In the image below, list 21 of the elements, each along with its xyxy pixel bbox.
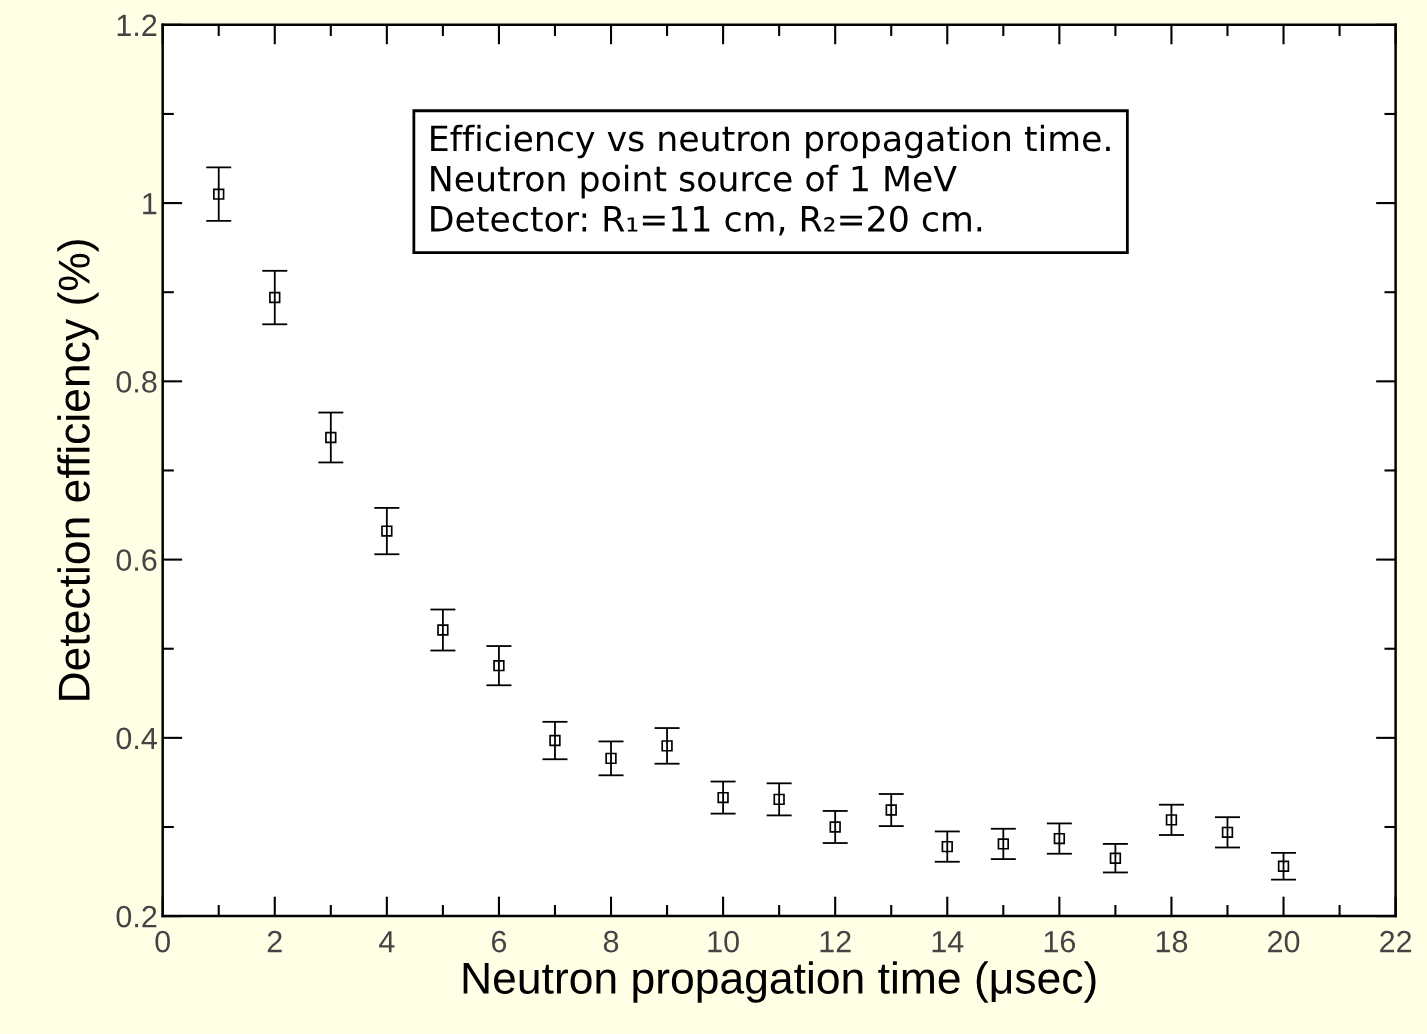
x-tick-label: 16: [1044, 930, 1076, 953]
x-tick-label: 18: [1156, 930, 1188, 953]
y-tick-label: 0.6: [116, 549, 157, 571]
x-tick-label: 20: [1268, 930, 1300, 953]
x-tick-label: 22: [1380, 930, 1412, 953]
y-tick-label: 0.8: [116, 371, 157, 393]
x-tick-label: 12: [820, 930, 851, 953]
y-tick-label: 0.4: [116, 727, 157, 750]
y-axis-title: Detection efficiency (%): [57, 240, 99, 700]
x-tick-label: 8: [603, 930, 619, 953]
annotation: Efficiency vs neutron propagation time. Neutron point source of 1 MeV Detector: R₁=11 cm, R₂=20 cm.: [431, 124, 1110, 236]
y-tick-label: 1.2: [117, 14, 157, 36]
x-axis-title: Neutron propagation time (μsec): [463, 961, 1096, 1003]
x-tick-label: 10: [708, 930, 739, 953]
y-tick-label: 0.2: [116, 905, 157, 928]
y-tick-label: 1: [143, 193, 157, 215]
x-tick-label: 14: [932, 931, 964, 953]
x-tick-label: 2: [267, 930, 282, 953]
x-tick-label: 4: [379, 931, 395, 953]
x-tick-label: 0: [155, 930, 170, 953]
x-tick-label: 6: [491, 930, 507, 953]
